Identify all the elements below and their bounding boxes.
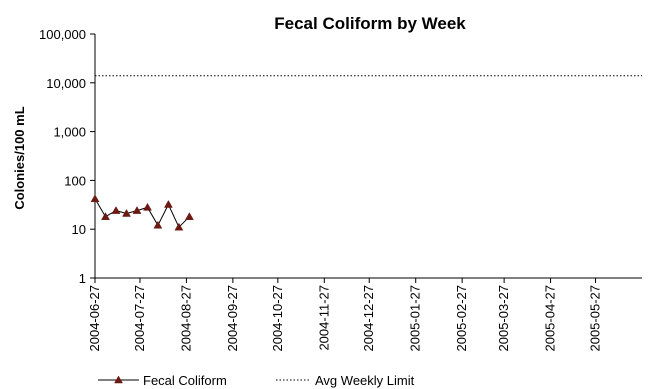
fecal-coliform-point xyxy=(163,199,173,208)
y-tick-label: 1 xyxy=(79,271,86,286)
legend-label-fecal-coliform: Fecal Coliform xyxy=(143,373,227,388)
x-tick-label: 2004-12-27 xyxy=(361,285,376,352)
y-tick-label: 10 xyxy=(72,222,86,237)
x-tick-label: 2005-01-27 xyxy=(408,285,423,352)
x-tick-label: 2005-03-27 xyxy=(496,285,511,352)
y-tick-label: 10,000 xyxy=(46,76,86,91)
legend-marker-fecal-coliform xyxy=(114,375,123,384)
x-tick-label: 2004-10-27 xyxy=(270,285,285,352)
fecal-coliform-point xyxy=(90,194,100,203)
legend-label-avg-weekly-limit: Avg Weekly Limit xyxy=(315,373,415,388)
fecal-coliform-point xyxy=(101,212,110,220)
fecal-coliform-point xyxy=(153,220,163,229)
x-tick-label: 2005-05-27 xyxy=(588,285,603,352)
fecal-coliform-point xyxy=(184,212,194,220)
fecal-coliform-line xyxy=(94,198,190,229)
x-tick-label: 2004-08-27 xyxy=(178,285,193,352)
chart-title: Fecal Coliform by Week xyxy=(274,14,466,33)
y-tick-label: 100 xyxy=(64,173,86,188)
fecal-coliform-point xyxy=(174,222,184,231)
x-tick-label: 2004-06-27 xyxy=(87,285,102,352)
plot-area: 1 10 100 1,000 10,000 100,000 2004-06-27 2004-0… xyxy=(39,27,642,352)
y-tick-label: 1,000 xyxy=(53,125,86,140)
fecal-coliform-point xyxy=(122,208,131,217)
x-tick-label: 2004-09-27 xyxy=(225,285,240,352)
y-axis-title: Colonies/100 mL xyxy=(12,106,27,209)
y-tick-label: 100,000 xyxy=(39,27,86,42)
x-tick-label: 2004-07-27 xyxy=(132,285,147,352)
fecal-coliform-point xyxy=(143,202,152,211)
fecal-coliform-point xyxy=(132,206,142,214)
x-tick-label: 2005-04-27 xyxy=(543,285,558,352)
fecal-coliform-point xyxy=(111,206,121,214)
legend: Fecal Coliform Avg Weekly Limit xyxy=(98,373,415,388)
x-tick-label: 2004-11-27 xyxy=(316,285,331,351)
x-tick-label: 2005-02-27 xyxy=(454,285,469,352)
